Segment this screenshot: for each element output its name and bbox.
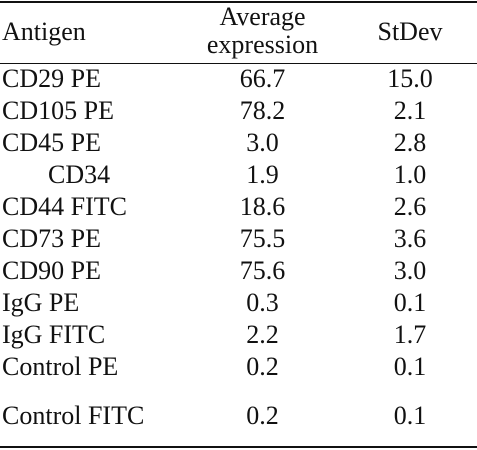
cell-stdev: 1.7 [393,320,427,349]
cell-antigen: CD73 PE [2,224,101,253]
cell-average: 0.2 [246,352,279,381]
cell-average: 0.2 [246,401,279,430]
table-row: Control FITC 0.2 0.1 [0,401,477,433]
table-row: CD34 1.9 1.0 [0,160,477,192]
cell-stdev: 0.1 [393,401,427,430]
cell-stdev: 0.1 [393,288,427,317]
cell-stdev: 3.0 [393,256,427,285]
cell-stdev: 3.6 [393,224,427,253]
cell-average: 3.0 [246,128,279,157]
cell-average: 75.6 [239,256,286,285]
cell-average: 75.5 [239,224,286,253]
table-row: CD29 PE 66.7 15.0 [0,64,477,96]
cell-average: 2.2 [246,320,279,349]
cell-stdev: 15.0 [387,64,433,93]
header-antigen: Antigen [2,17,86,46]
table-row: CD73 PE 75.5 3.6 [0,224,477,256]
header-average-line1: Average [219,2,306,31]
cell-antigen: CD29 PE [2,64,101,93]
cell-average: 78.2 [239,96,286,125]
cell-average: 1.9 [246,160,279,189]
header-average-expression: Average expression [180,3,345,59]
table-bottom-rule [0,446,477,448]
table-row: CD90 PE 75.6 3.0 [0,256,477,288]
cell-stdev: 2.1 [393,96,427,125]
cell-antigen: CD34 [48,160,111,189]
cell-average: 18.6 [239,192,286,221]
header-stdev: StDev [377,17,443,46]
cell-stdev: 1.0 [393,160,427,189]
cell-stdev: 2.6 [393,192,427,221]
table-row: CD45 PE 3.0 2.8 [0,128,477,160]
cell-antigen: CD90 PE [2,256,101,285]
cell-stdev: 0.1 [393,352,427,381]
header-average-line2: expression [206,30,319,59]
cell-antigen: CD44 FITC [2,192,127,221]
cell-antigen: Control FITC [2,401,145,430]
cell-stdev: 2.8 [393,128,427,157]
cell-antigen: Control PE [2,352,119,381]
table-header-rule [0,63,477,64]
table-row: IgG PE 0.3 0.1 [0,288,477,320]
cell-antigen: CD105 PE [2,96,114,125]
cell-average: 0.3 [246,288,279,317]
table-row: IgG FITC 2.2 1.7 [0,320,477,352]
table-row: CD105 PE 78.2 2.1 [0,96,477,128]
cell-antigen: IgG PE [2,288,80,317]
table-row: Control PE 0.2 0.1 [0,352,477,384]
cell-average: 66.7 [239,64,286,93]
table-row: CD44 FITC 18.6 2.6 [0,192,477,224]
cell-antigen: CD45 PE [2,128,101,157]
cell-antigen: IgG FITC [2,320,106,349]
table-top-rule [0,1,477,3]
